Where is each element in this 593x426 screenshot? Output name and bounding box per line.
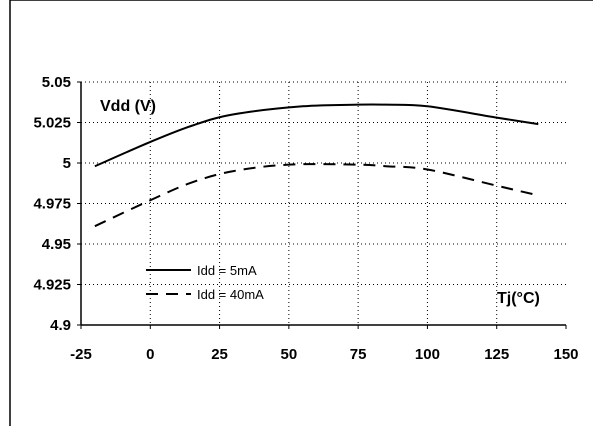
- x-axis-label: Tj(°C): [497, 290, 540, 307]
- x-tick-label: 50: [281, 346, 298, 363]
- y-tick-label: 4.975: [33, 196, 71, 213]
- x-tick-label: -25: [70, 346, 92, 363]
- x-tick-label: 25: [211, 346, 228, 363]
- legend-label-2: Idd = 40mA: [197, 287, 264, 302]
- y-tick-labels: 5.05 5.025 5 4.975 4.95 4.925 4.9: [33, 74, 71, 334]
- grid-lines: [81, 81, 566, 325]
- y-tick-label: 4.925: [33, 277, 71, 294]
- x-tick-label: 75: [350, 346, 367, 363]
- x-tick-label: 0: [146, 346, 154, 363]
- legend-label-1: Idd = 5mA: [197, 263, 257, 278]
- x-tick-label: 125: [484, 346, 509, 363]
- y-tick-label: 4.95: [42, 236, 71, 253]
- y-tick-label: 5.025: [33, 115, 71, 132]
- series-line-2: [94, 163, 539, 228]
- x-tick-label: 100: [415, 346, 440, 363]
- y-tick-label: 4.9: [50, 317, 71, 334]
- x-tick-labels: -25 0 25 50 75 100 125 150: [70, 346, 578, 363]
- x-tick-label: 150: [553, 346, 578, 363]
- axes: [77, 81, 567, 329]
- y-tick-label: 5.05: [42, 74, 71, 91]
- series-lines: [94, 103, 539, 228]
- series-line-1: [94, 103, 539, 168]
- legend: Idd = 5mA Idd = 40mA: [146, 263, 264, 302]
- y-tick-label: 5: [63, 155, 71, 172]
- y-axis-label: Vdd (V): [100, 98, 156, 115]
